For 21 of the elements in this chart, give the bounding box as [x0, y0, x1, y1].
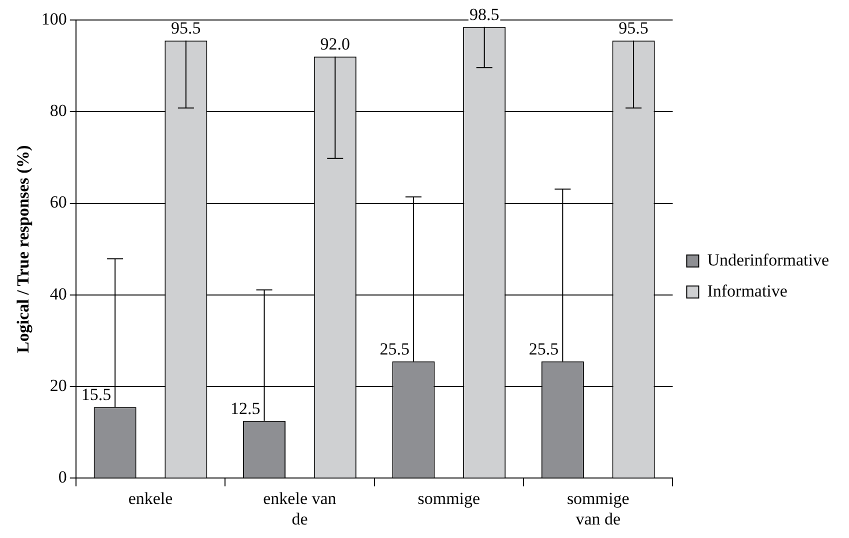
- data-label: 12.5: [230, 398, 260, 418]
- x-tick-label: sommige van de: [566, 488, 630, 528]
- x-tick-label: enkele: [128, 488, 173, 508]
- y-tick-label: 60: [50, 192, 67, 212]
- y-tick-label: 0: [58, 468, 67, 487]
- data-label: 25.5: [380, 339, 410, 358]
- y-tick-label: 20: [50, 376, 67, 396]
- data-label: 15.5: [81, 385, 112, 404]
- data-label: 98.5: [469, 4, 500, 24]
- legend-label: Informative: [707, 281, 788, 300]
- y-tick-label: 40: [50, 284, 67, 304]
- y-tick-label: 100: [41, 9, 67, 28]
- x-tick-label: sommige: [418, 488, 480, 508]
- y-tick-label: 80: [50, 101, 67, 120]
- data-label: 25.5: [528, 339, 559, 358]
- legend-label: Underinformative: [707, 250, 830, 270]
- data-label: 92.0: [320, 34, 350, 54]
- data-label: 95.5: [618, 18, 648, 38]
- x-tick-label: enkele van de: [263, 488, 337, 528]
- data-label: 95.5: [171, 18, 201, 38]
- y-axis-title: Logical / True responses (%): [14, 145, 33, 353]
